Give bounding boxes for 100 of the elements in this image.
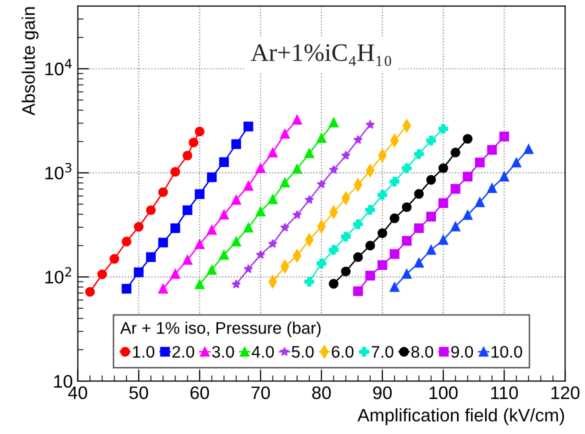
point	[512, 158, 522, 168]
point	[194, 126, 204, 136]
point	[328, 278, 338, 289]
point	[122, 236, 132, 246]
point	[280, 128, 290, 139]
point	[353, 252, 363, 262]
x-tick-label: 60	[190, 386, 209, 400]
point	[341, 150, 350, 160]
point	[158, 284, 168, 294]
point	[438, 163, 448, 174]
point	[194, 239, 204, 250]
point	[170, 269, 180, 279]
point	[244, 222, 254, 232]
point	[366, 120, 375, 129]
point	[244, 122, 254, 132]
point	[244, 264, 254, 274]
point	[280, 222, 290, 232]
point	[206, 264, 217, 275]
point	[194, 189, 204, 200]
point	[487, 144, 497, 155]
x-tick-label: 50	[129, 386, 148, 400]
point	[134, 222, 144, 232]
point	[304, 148, 314, 158]
point	[304, 195, 314, 204]
point	[219, 210, 229, 220]
point	[390, 176, 400, 186]
point	[499, 132, 510, 142]
point	[353, 219, 363, 230]
point	[182, 150, 192, 160]
point	[182, 205, 192, 216]
point	[256, 206, 266, 216]
point	[353, 135, 363, 144]
point	[109, 254, 120, 264]
point	[474, 158, 485, 168]
point	[231, 139, 242, 149]
point	[378, 260, 388, 270]
legend-label: 1.0	[133, 346, 154, 358]
point	[188, 138, 198, 148]
point	[524, 144, 534, 154]
point	[146, 252, 156, 262]
point	[462, 172, 473, 182]
point	[340, 266, 351, 276]
point	[170, 166, 180, 177]
point	[158, 238, 168, 248]
text: Ar+1%iC₄H₁₀	[250, 44, 392, 66]
y-tick-label: 10$^{4}$	[45, 59, 72, 76]
x-tick-label: 100	[430, 386, 458, 400]
legend-label: 8.0	[411, 346, 434, 358]
x-tick-label: 110	[491, 386, 518, 400]
legend-label: 4.0	[252, 346, 274, 358]
point	[402, 163, 412, 174]
point	[450, 148, 460, 158]
point	[244, 180, 254, 191]
point	[328, 245, 338, 255]
point	[292, 210, 302, 220]
legend-title: Ar + 1% iso, Pressure (bar)	[120, 322, 321, 338]
point	[316, 179, 326, 188]
y-tick-label: 10$^{3}$	[45, 162, 72, 180]
point	[390, 249, 400, 259]
point	[462, 134, 473, 144]
point	[340, 232, 351, 242]
point	[414, 223, 424, 234]
point	[390, 213, 400, 224]
point	[438, 198, 448, 208]
point	[328, 118, 338, 128]
point	[328, 164, 338, 174]
point	[378, 228, 388, 238]
point	[231, 236, 242, 246]
point	[206, 172, 217, 182]
x-tick-label: 40	[68, 386, 88, 400]
legend-label: 3.0	[212, 346, 234, 358]
point	[316, 133, 326, 143]
point	[182, 254, 192, 265]
point	[292, 114, 302, 125]
legend-label: 6.0	[332, 346, 354, 358]
legend-label: 5.0	[292, 346, 314, 358]
point	[414, 189, 424, 199]
point	[402, 202, 412, 212]
x-tick-label: 90	[373, 386, 392, 400]
legend-label: 10.0	[492, 346, 522, 358]
point	[231, 195, 242, 205]
y-tick-label: 10$^{2}$	[45, 267, 72, 284]
point	[158, 187, 168, 198]
point	[122, 284, 132, 294]
point	[256, 163, 266, 174]
point	[450, 222, 460, 232]
legend-label: 7.0	[372, 346, 394, 358]
point	[304, 276, 314, 287]
point	[414, 258, 424, 268]
y-axis-title: Absolute gain	[22, 7, 38, 116]
point	[438, 124, 448, 134]
point	[292, 164, 302, 174]
point	[499, 172, 510, 182]
point	[414, 149, 424, 159]
point	[426, 212, 436, 222]
point	[206, 225, 217, 235]
y-tick-label: 10	[54, 374, 72, 388]
point	[438, 235, 448, 245]
point	[219, 157, 229, 167]
point	[280, 178, 290, 188]
